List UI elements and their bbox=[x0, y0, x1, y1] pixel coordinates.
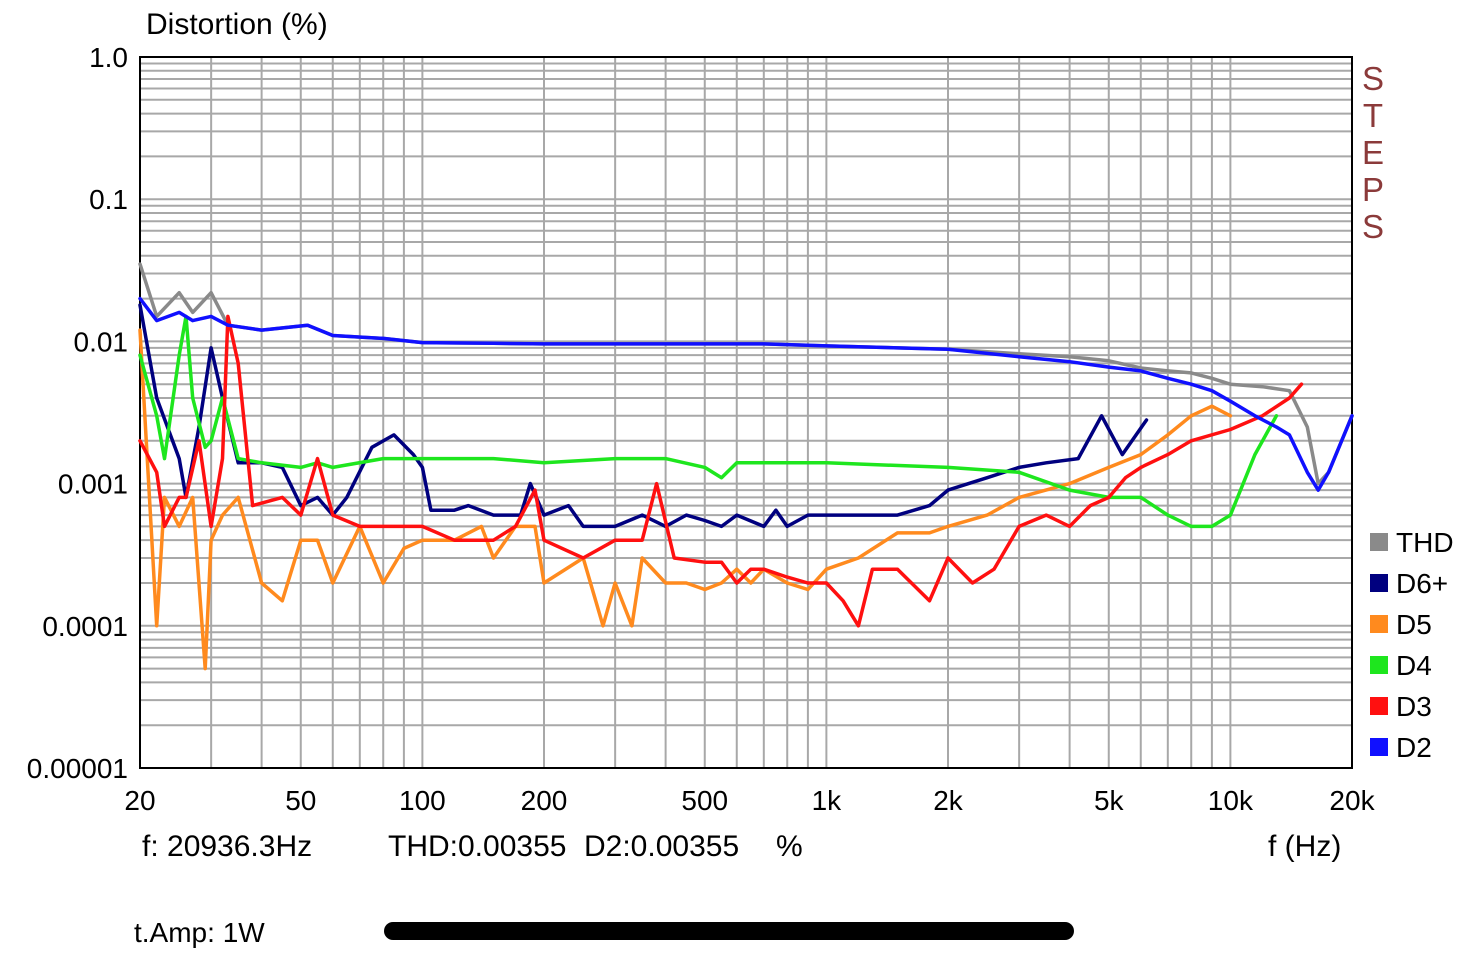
x-tick-label: 5k bbox=[1094, 785, 1125, 816]
x-tick-label: 100 bbox=[399, 785, 446, 816]
readout-unit: % bbox=[776, 830, 803, 863]
y-tick-labels: 1.0 0.1 0.01 0.001 0.0001 0.00001 bbox=[27, 42, 128, 784]
x-tick-labels: 20 50 100 200 500 1k 2k 5k 10k 20k bbox=[124, 785, 1375, 816]
y-tick-label: 0.001 bbox=[58, 469, 128, 500]
series-line-d2 bbox=[138, 296, 1354, 492]
cursor-thd-readout: THD:0.00355 bbox=[388, 830, 567, 863]
x-tick-label: 200 bbox=[521, 785, 568, 816]
series-line-d5 bbox=[138, 328, 1233, 671]
series-line-d4 bbox=[138, 314, 1279, 529]
x-tick-label: 20 bbox=[124, 785, 155, 816]
x-tick-label: 10k bbox=[1208, 785, 1254, 816]
legend-swatch-d6 bbox=[1370, 574, 1388, 592]
y-tick-label: 0.01 bbox=[74, 326, 129, 357]
y-tick-label: 1.0 bbox=[89, 42, 128, 73]
x-tick-label: 2k bbox=[933, 785, 964, 816]
legend-label: D2 bbox=[1396, 732, 1432, 763]
series-layer bbox=[138, 262, 1354, 671]
cursor-d2-readout: D2:0.00355 bbox=[584, 830, 740, 863]
brand-letter: P bbox=[1361, 171, 1384, 208]
x-tick-label: 50 bbox=[285, 785, 316, 816]
legend-label: D6+ bbox=[1396, 568, 1448, 599]
legend-swatch-d2 bbox=[1370, 738, 1388, 756]
chart-title: Distortion (%) bbox=[146, 8, 328, 41]
amplifier-power-label: t.Amp: 1W bbox=[134, 917, 265, 948]
legend-label: D5 bbox=[1396, 609, 1432, 640]
legend-label: D4 bbox=[1396, 650, 1432, 681]
x-axis-unit-label: f (Hz) bbox=[1268, 830, 1342, 863]
series-line-d3 bbox=[138, 314, 1304, 628]
legend-swatch-d5 bbox=[1370, 615, 1388, 633]
legend-label: D3 bbox=[1396, 691, 1432, 722]
legend-swatch-d4 bbox=[1370, 656, 1388, 674]
legend-swatch-thd bbox=[1370, 533, 1388, 551]
brand-letter: T bbox=[1362, 97, 1384, 134]
x-tick-label: 500 bbox=[681, 785, 728, 816]
y-tick-label: 0.00001 bbox=[27, 753, 128, 784]
y-tick-label: 0.1 bbox=[89, 184, 128, 215]
legend-label: THD bbox=[1396, 527, 1454, 558]
grid-layer bbox=[139, 57, 1353, 769]
plot-frame bbox=[139, 56, 1353, 769]
steps-brand-logo: S T E P S bbox=[1358, 60, 1388, 245]
home-indicator-bar[interactable] bbox=[384, 922, 1074, 940]
brand-letter: S bbox=[1361, 208, 1384, 245]
legend-swatch-d3 bbox=[1370, 697, 1388, 715]
y-tick-label: 0.0001 bbox=[42, 611, 128, 642]
legend: THD D6+ D5 D4 D3 D2 bbox=[1370, 527, 1454, 763]
brand-letter: S bbox=[1361, 60, 1384, 97]
x-tick-label: 1k bbox=[812, 785, 843, 816]
x-tick-label: 20k bbox=[1329, 785, 1375, 816]
cursor-frequency-readout: f: 20936.3Hz bbox=[142, 830, 313, 863]
brand-letter: E bbox=[1361, 134, 1384, 171]
